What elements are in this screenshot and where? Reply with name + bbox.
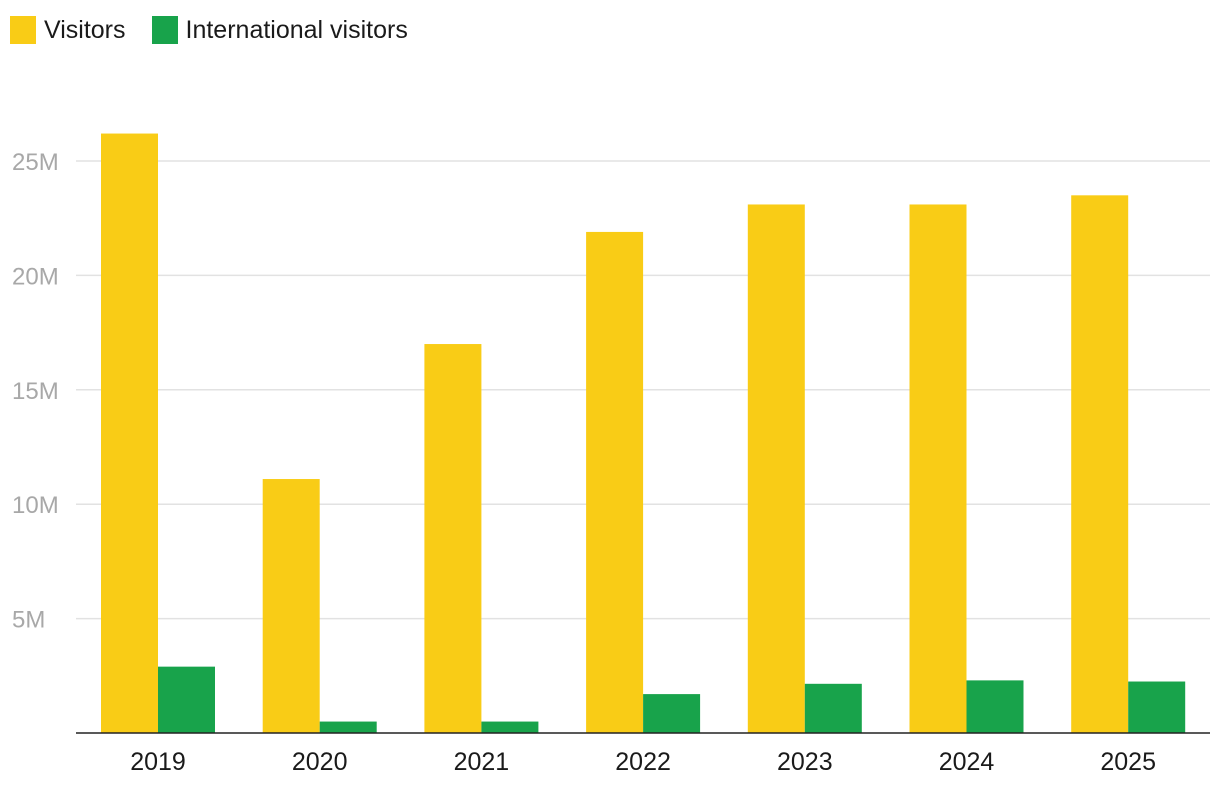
y-tick-label: 10M bbox=[12, 492, 59, 519]
bar-international-visitors-2022[interactable] bbox=[643, 694, 701, 733]
bar-visitors-2021[interactable] bbox=[424, 344, 482, 733]
x-tick-label: 2024 bbox=[939, 748, 995, 776]
bar-visitors-2019[interactable] bbox=[101, 133, 158, 733]
bar-visitors-2024[interactable] bbox=[909, 204, 967, 734]
bar-international-visitors-2025[interactable] bbox=[1128, 681, 1186, 733]
x-tick-label: 2022 bbox=[615, 748, 671, 776]
y-tick-label: 25M bbox=[12, 149, 59, 176]
x-axis-ticks: 2019 2020 2021 2022 2023 2024 2025 bbox=[130, 748, 1156, 776]
legend: Visitors International visitors bbox=[10, 16, 408, 44]
bar-visitors-2023[interactable] bbox=[747, 204, 805, 734]
bar-international-visitors-2024[interactable] bbox=[966, 680, 1024, 733]
x-tick-label: 2019 bbox=[130, 748, 186, 776]
y-tick-label: 15M bbox=[12, 378, 59, 405]
legend-label-international-visitors: International visitors bbox=[185, 15, 408, 44]
y-axis-ticks: 5M 10M 15M 20M 25M bbox=[12, 149, 59, 634]
y-tick-label: 5M bbox=[12, 607, 45, 634]
bar-international-visitors-2021[interactable] bbox=[481, 721, 539, 733]
x-tick-label: 2023 bbox=[777, 748, 833, 776]
x-tick-label: 2025 bbox=[1100, 748, 1156, 776]
bar-international-visitors-2023[interactable] bbox=[804, 683, 862, 733]
legend-swatch-visitors bbox=[10, 16, 36, 44]
legend-swatch-international-visitors bbox=[151, 16, 178, 44]
x-tick-label: 2021 bbox=[454, 748, 510, 776]
legend-label-visitors: Visitors bbox=[44, 15, 126, 44]
bar-visitors-2020[interactable] bbox=[262, 479, 320, 733]
x-tick-label: 2020 bbox=[292, 748, 348, 776]
bar-visitors-2025[interactable] bbox=[1071, 195, 1129, 733]
bar-international-visitors-2020[interactable] bbox=[319, 721, 377, 733]
y-tick-label: 20M bbox=[12, 263, 59, 290]
bars bbox=[101, 133, 1186, 734]
legend-item-visitors[interactable]: Visitors bbox=[10, 16, 126, 44]
bar-international-visitors-2019[interactable] bbox=[158, 666, 215, 733]
legend-item-international-visitors[interactable]: International visitors bbox=[151, 15, 408, 44]
bar-visitors-2022[interactable] bbox=[586, 231, 644, 734]
